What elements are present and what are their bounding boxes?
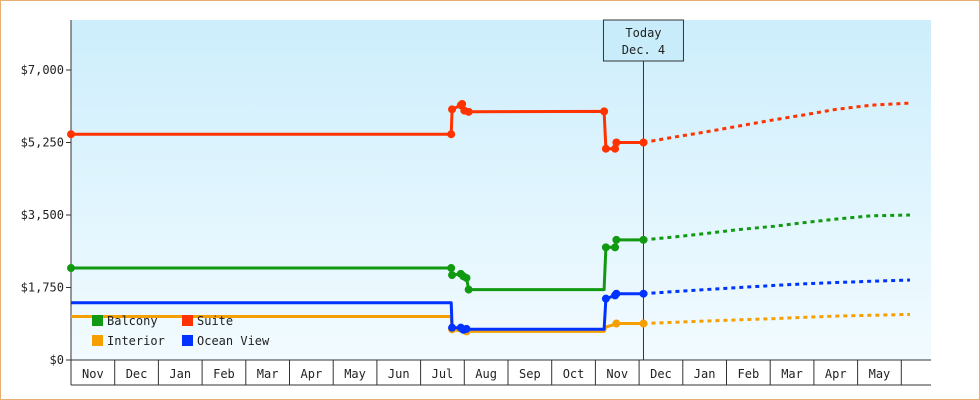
data-point <box>462 324 471 333</box>
forecast-line-balcony <box>643 213 911 242</box>
data-point <box>67 130 75 139</box>
legend-label: Ocean View <box>197 334 270 348</box>
today-label-line2: Dec. 4 <box>622 43 665 57</box>
data-point <box>612 319 621 328</box>
data-point <box>611 243 620 252</box>
x-tick-label: Mar <box>257 367 279 381</box>
forecast-line-ocean-view <box>643 278 911 296</box>
x-tick-label: Sep <box>519 367 541 381</box>
data-point <box>612 289 621 298</box>
x-tick-label: Apr <box>301 367 323 381</box>
data-point <box>67 264 75 273</box>
data-point <box>601 144 610 153</box>
y-axis: $0 $1,750 $3,500 $5,250 $7,000 <box>21 20 72 367</box>
x-tick-label: Feb <box>738 367 760 381</box>
data-point <box>447 264 456 273</box>
data-point <box>462 273 471 282</box>
y-tick-label: $5,250 <box>21 136 64 150</box>
x-tick-label: Jun <box>388 367 410 381</box>
today-label-line1: Today <box>625 26 661 40</box>
data-point <box>639 319 648 328</box>
y-tick-label: $1,750 <box>21 281 64 295</box>
legend-item-suite: Suite <box>182 314 233 328</box>
legend-swatch <box>182 315 193 326</box>
data-point <box>448 323 457 332</box>
forecast-line-suite <box>643 101 911 144</box>
data-point <box>448 105 457 114</box>
x-tick-label: Dec <box>650 367 672 381</box>
legend: Balcony Suite Interior Ocean View <box>92 314 270 348</box>
legend-item-balcony: Balcony <box>92 314 158 328</box>
today-label-box <box>602 19 684 62</box>
x-tick-label: Jul <box>432 367 454 381</box>
data-point <box>601 294 610 303</box>
data-point <box>612 235 621 244</box>
y-tick-label: $7,000 <box>21 63 64 77</box>
legend-item-interior: Interior <box>92 334 165 348</box>
y-tick-label: $0 <box>50 353 64 367</box>
x-tick-label: Feb <box>213 367 235 381</box>
data-point <box>447 130 456 139</box>
data-point <box>611 144 620 153</box>
data-point <box>601 243 610 252</box>
x-tick-label: May <box>869 367 891 381</box>
x-tick-label: Mar <box>781 367 803 381</box>
data-point <box>448 271 457 280</box>
x-tick-label: Nov <box>82 367 104 381</box>
series-group <box>67 99 911 336</box>
plot-background <box>71 20 931 360</box>
legend-label: Interior <box>107 334 165 348</box>
forecast-line-interior <box>643 312 911 325</box>
legend-swatch <box>92 315 103 326</box>
legend-label: Balcony <box>107 314 158 328</box>
y-tick-label: $3,500 <box>21 208 64 222</box>
x-tick-label: Dec <box>126 367 148 381</box>
today-marker: Today Dec. 4 <box>602 19 684 360</box>
x-tick-label: Jan <box>169 367 191 381</box>
x-tick-label: Apr <box>825 367 847 381</box>
x-tick-label: Jan <box>694 367 716 381</box>
legend-item-ocean-view: Ocean View <box>182 334 270 348</box>
data-point <box>464 285 473 294</box>
legend-swatch <box>182 335 193 346</box>
series-balcony <box>67 213 911 294</box>
data-point <box>458 99 467 108</box>
x-axis: Nov Dec Jan Feb Mar Apr May Jun Jul Aug Sep Oct Nov D… <box>70 359 931 386</box>
data-point <box>639 138 648 147</box>
x-tick-label: Nov <box>606 367 628 381</box>
data-point <box>464 107 473 116</box>
x-tick-label: Oct <box>563 367 585 381</box>
x-tick-label: May <box>344 367 366 381</box>
legend-label: Suite <box>197 314 233 328</box>
data-point <box>639 235 648 244</box>
series-ocean-view <box>71 278 911 334</box>
data-point <box>612 138 621 147</box>
legend-swatch <box>92 335 103 346</box>
data-point <box>639 289 648 298</box>
x-tick-label: Aug <box>475 367 497 381</box>
data-point <box>600 107 609 116</box>
series-suite <box>67 99 911 153</box>
